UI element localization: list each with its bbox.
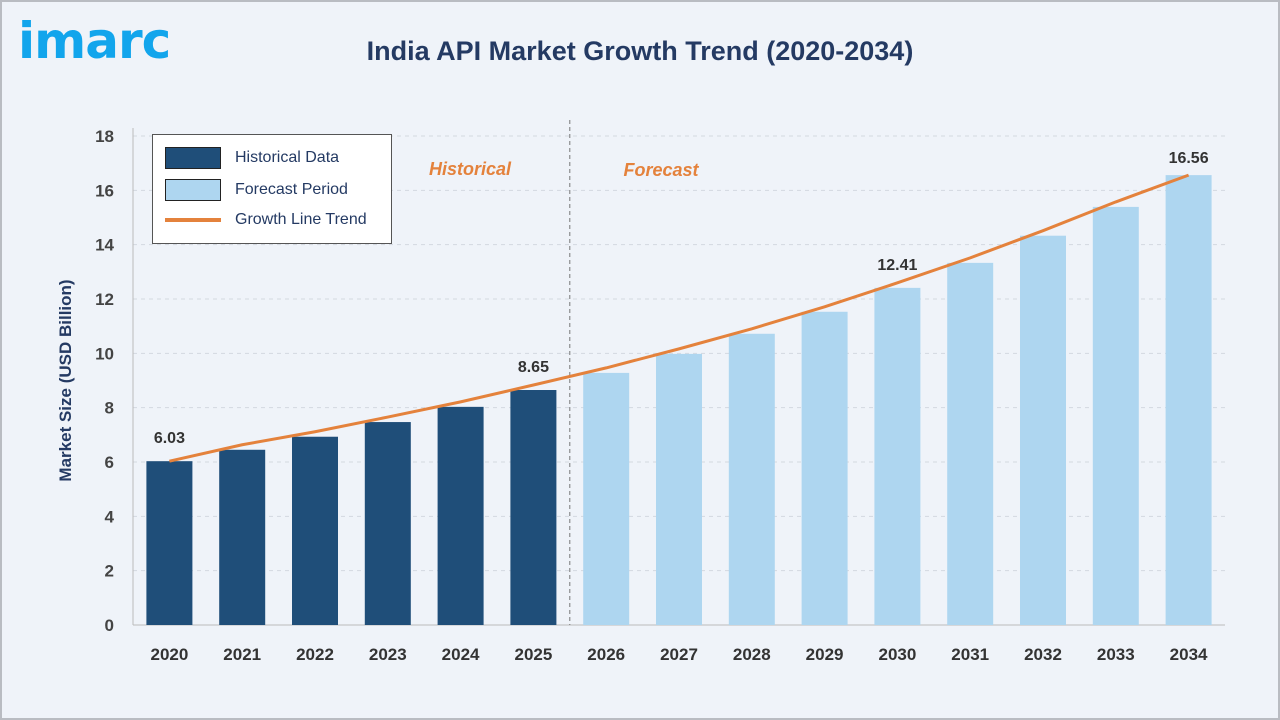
y-tick-label: 12	[95, 290, 114, 309]
x-tick-label: 2024	[442, 645, 480, 664]
y-tick-label: 10	[95, 344, 114, 363]
x-tick-label: 2027	[660, 645, 698, 664]
legend-item-trend: Growth Line Trend	[165, 211, 367, 229]
legend-item-forecast: Forecast Period	[165, 179, 348, 201]
x-tick-label: 2032	[1024, 645, 1062, 664]
x-tick-label: 2026	[587, 645, 625, 664]
legend-label: Growth Line Trend	[235, 211, 367, 228]
x-tick-label: 2022	[296, 645, 334, 664]
y-tick-label: 4	[105, 507, 115, 526]
bar-2022	[292, 436, 338, 625]
x-tick-label: 2028	[733, 645, 771, 664]
legend-item-historical: Historical Data	[165, 147, 339, 169]
growth-trend-line	[169, 173, 1190, 463]
y-tick-label: 8	[105, 399, 114, 418]
bar-2032	[1020, 235, 1066, 625]
historical-swatch	[165, 147, 221, 169]
data-label-2025: 8.65	[518, 359, 549, 376]
bar-2024	[437, 406, 484, 625]
legend-label: Historical Data	[235, 149, 340, 166]
y-tick-label: 16	[95, 181, 114, 200]
y-axis-label: Market Size (USD Billion)	[56, 279, 75, 481]
y-tick-label: 6	[105, 453, 114, 472]
bar-2020	[146, 461, 193, 625]
bar-2029	[801, 311, 848, 625]
x-tick-label: 2030	[878, 645, 916, 664]
x-tick-label: 2033	[1097, 645, 1135, 664]
y-tick-label: 2	[105, 562, 114, 581]
legend: Historical Data Forecast Period Growth L…	[152, 134, 392, 244]
bar-2034	[1165, 175, 1212, 625]
x-tick-label: 2023	[369, 645, 407, 664]
bar-2027	[656, 353, 702, 625]
forecast-swatch	[165, 179, 221, 201]
bar-2030	[874, 287, 921, 625]
data-label-2020: 6.03	[154, 430, 185, 447]
bar-2023	[364, 422, 411, 625]
imarc-logo: imarc	[18, 12, 171, 70]
x-tick-label: 2021	[223, 645, 261, 664]
trend-swatch	[165, 218, 221, 222]
bar-2025	[510, 390, 557, 625]
x-tick-label: 2020	[150, 645, 188, 664]
y-tick-label: 0	[105, 616, 114, 635]
chart-title: India API Market Growth Trend (2020-2034…	[366, 36, 914, 66]
x-tick-label: 2031	[951, 645, 989, 664]
data-label-2030: 12.41	[877, 257, 917, 274]
x-tick-label: 2029	[806, 645, 844, 664]
legend-label: Forecast Period	[235, 181, 348, 198]
x-tick-label: 2034	[1170, 645, 1208, 664]
bar-2026	[583, 372, 630, 625]
data-label-2034: 16.56	[1169, 150, 1209, 167]
forecast-annotation: Forecast	[623, 160, 699, 180]
bar-2028	[728, 333, 775, 625]
x-tick-label: 2025	[514, 645, 552, 664]
bar-2033	[1092, 206, 1139, 625]
historical-annotation: Historical	[429, 159, 512, 179]
bar-2031	[947, 262, 994, 625]
y-tick-label: 14	[95, 236, 114, 255]
y-tick-label: 18	[95, 127, 114, 146]
bar-2021	[219, 449, 266, 625]
